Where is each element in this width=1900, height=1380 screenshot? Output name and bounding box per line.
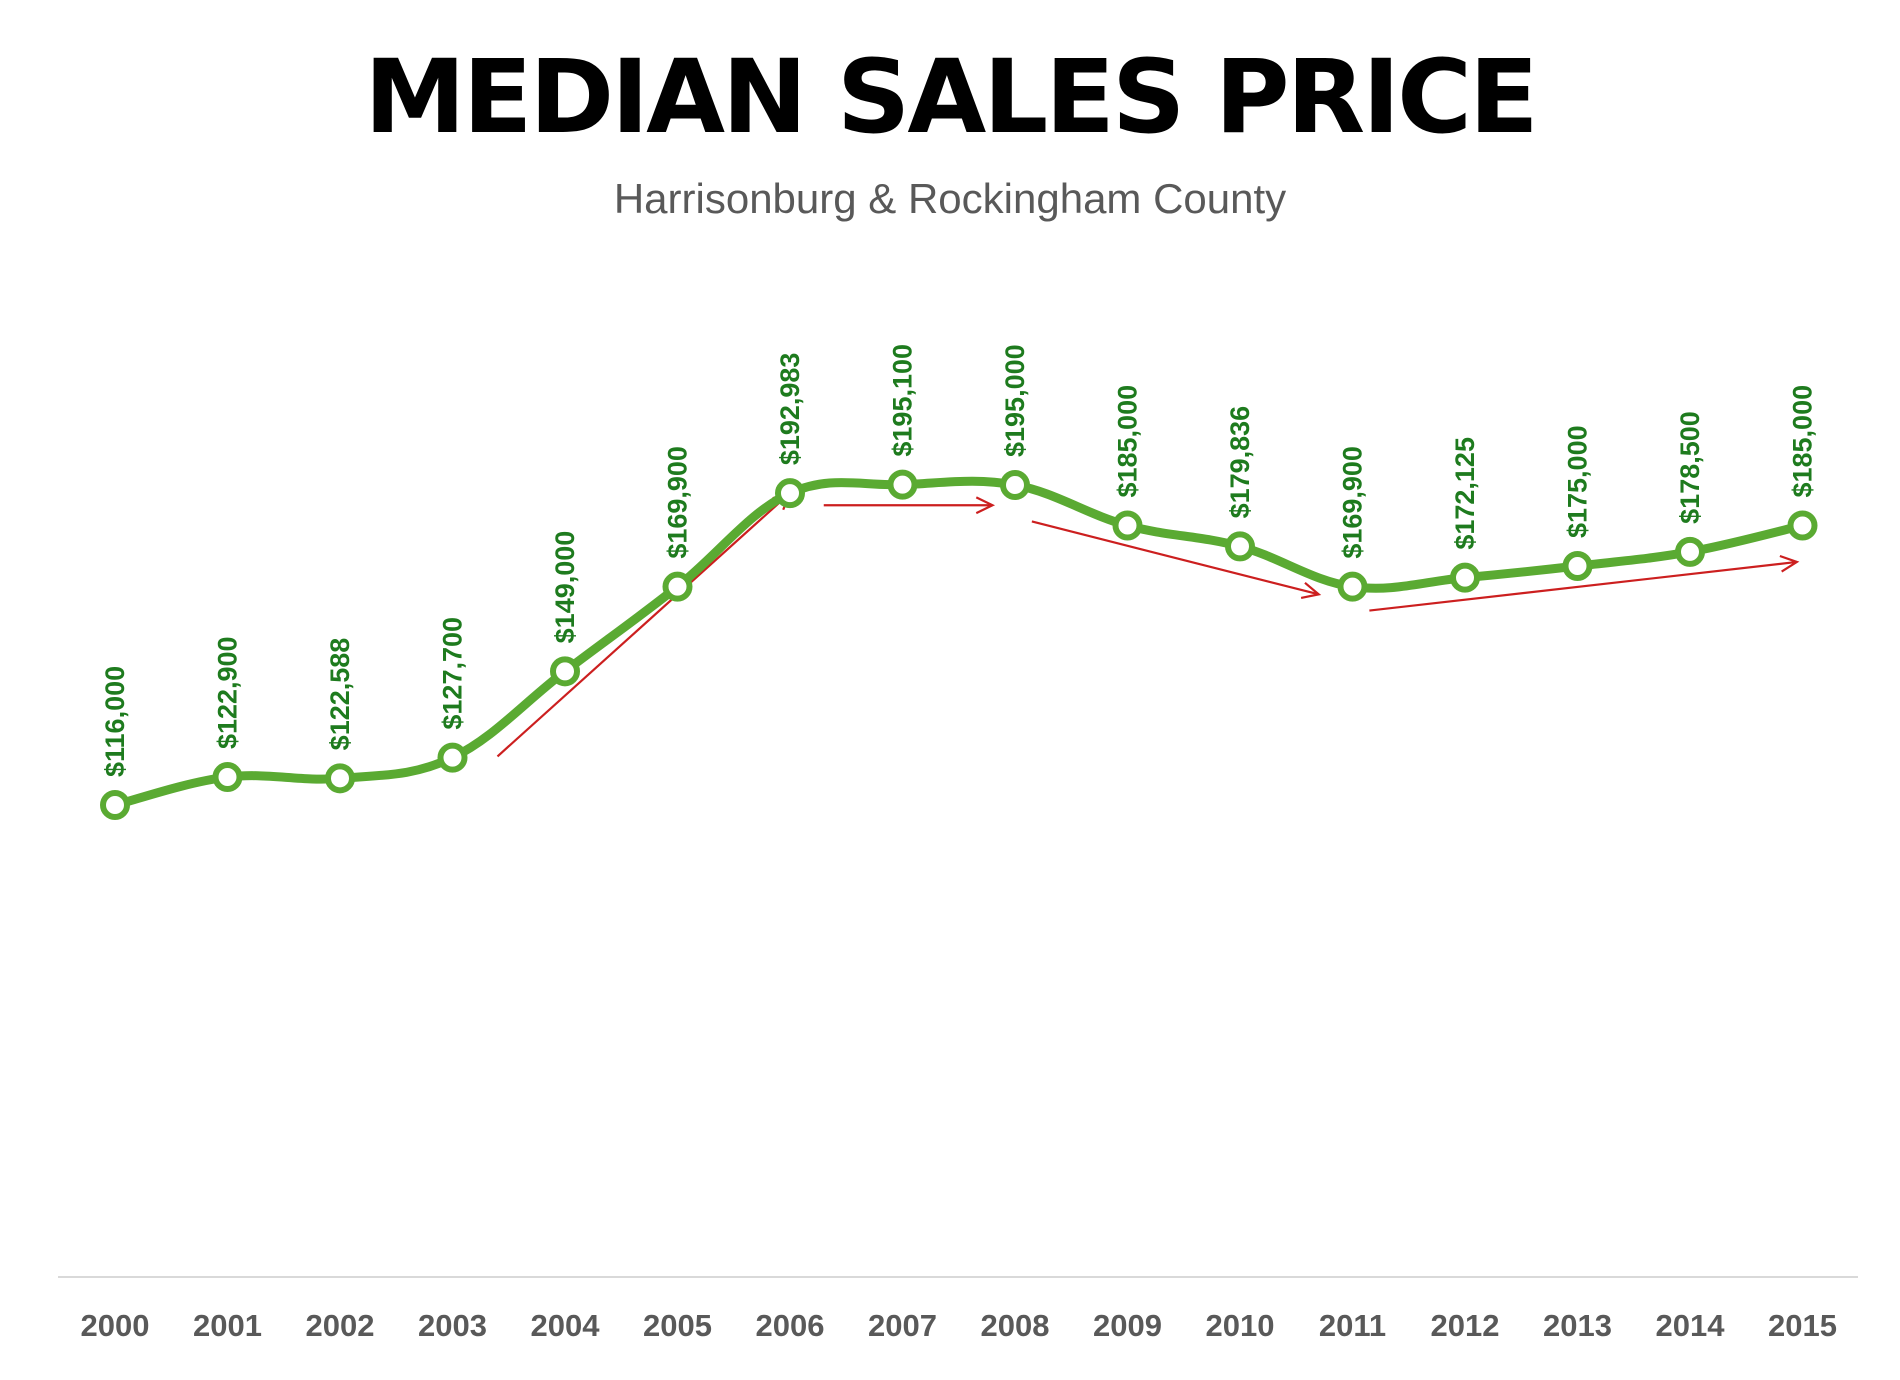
data-label: $179,836 xyxy=(1225,406,1255,519)
trend-arrow xyxy=(1031,520,1322,600)
data-point xyxy=(212,762,243,793)
data-point xyxy=(325,763,355,794)
trend-arrows xyxy=(496,491,1800,758)
x-tick-label: 2011 xyxy=(1319,1308,1386,1343)
data-label: $172,125 xyxy=(1450,437,1480,550)
x-tick-label: 2004 xyxy=(531,1308,601,1343)
data-label: $185,000 xyxy=(1788,385,1818,498)
data-label: $169,900 xyxy=(663,446,693,559)
data-point xyxy=(100,790,130,820)
x-tick-label: 2014 xyxy=(1656,1308,1726,1343)
trend-arrow xyxy=(823,496,996,515)
x-tick-label: 2001 xyxy=(193,1308,262,1343)
data-label: $185,000 xyxy=(1113,385,1143,498)
x-tick-labels: 2000 2001 2002 2003 2004 2005 2006 2007 2008 2009… xyxy=(81,1308,1837,1343)
data-point xyxy=(775,478,805,509)
data-label: $127,700 xyxy=(438,617,468,730)
data-points xyxy=(100,469,1818,820)
series-line xyxy=(110,476,1807,810)
data-point xyxy=(1450,562,1480,593)
data-point xyxy=(1787,510,1818,541)
trend-arrow-shaft xyxy=(1031,520,1320,596)
data-point xyxy=(662,571,693,602)
trend-arrow xyxy=(1369,554,1800,612)
x-tick-label: 2010 xyxy=(1206,1308,1275,1343)
data-label: $169,900 xyxy=(1338,446,1368,559)
data-label: $195,000 xyxy=(1000,344,1030,457)
x-tick-label: 2009 xyxy=(1093,1308,1162,1343)
data-point xyxy=(1225,531,1255,562)
data-label: $122,588 xyxy=(325,638,355,751)
x-tick-label: 2005 xyxy=(643,1308,712,1343)
data-point xyxy=(1675,536,1705,567)
trend-arrow-head xyxy=(1300,581,1322,600)
x-tick-label: 2007 xyxy=(868,1308,937,1343)
data-point xyxy=(1337,571,1368,602)
data-label: $149,000 xyxy=(550,531,580,644)
trend-arrow-shaft xyxy=(496,492,791,758)
data-point xyxy=(1000,470,1030,500)
x-tick-label: 2002 xyxy=(306,1308,375,1343)
data-label: $175,000 xyxy=(1563,425,1593,538)
x-tick-label: 2015 xyxy=(1768,1308,1837,1343)
trend-arrow xyxy=(496,491,792,758)
trend-arrow-shaft xyxy=(1369,560,1797,612)
data-label: $116,000 xyxy=(100,666,130,777)
data-point xyxy=(550,656,580,687)
x-tick-label: 2012 xyxy=(1431,1308,1500,1343)
data-label: $122,900 xyxy=(213,636,243,749)
data-point xyxy=(1112,510,1143,541)
x-tick-label: 2006 xyxy=(756,1308,825,1343)
data-point xyxy=(1562,551,1593,582)
chart-title: MEDIAN SALES PRICE xyxy=(364,38,1538,157)
x-tick-label: 2000 xyxy=(81,1308,150,1343)
x-tick-label: 2008 xyxy=(981,1308,1050,1343)
data-point xyxy=(437,742,468,773)
data-label: $195,100 xyxy=(888,344,918,457)
trend-arrow-head xyxy=(1779,554,1800,573)
x-tick-label: 2003 xyxy=(418,1308,487,1343)
trend-arrow-head xyxy=(975,496,996,515)
data-label: $192,983 xyxy=(775,353,805,466)
data-point xyxy=(887,469,918,500)
data-labels: $116,000 $122,900 $122,588 $127,700 $149,000… xyxy=(100,344,1818,777)
chart-subtitle: Harrisonburg & Rockingham County xyxy=(613,175,1287,222)
data-label: $178,500 xyxy=(1675,411,1705,524)
x-tick-label: 2013 xyxy=(1543,1308,1612,1343)
